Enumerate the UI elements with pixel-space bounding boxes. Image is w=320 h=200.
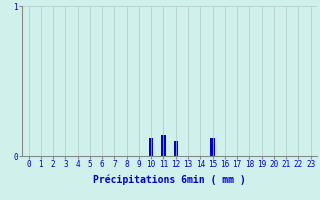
Bar (173, 141, 178, 156)
Bar (161, 135, 166, 156)
Bar (149, 138, 153, 156)
X-axis label: Précipitations 6min ( mm ): Précipitations 6min ( mm ) (93, 175, 246, 185)
Bar (210, 138, 215, 156)
